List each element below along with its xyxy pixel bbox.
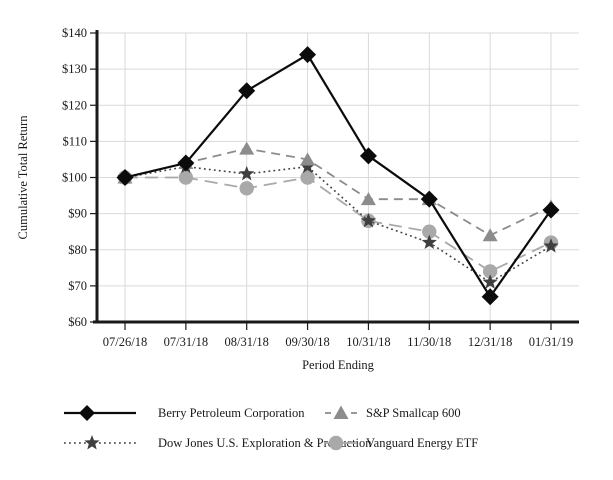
performance-chart-plot: $140 $130 $120 $110 $100 $90 $80 $70 $60 07/26/18… bbox=[16, 26, 579, 372]
data-point-diamond bbox=[177, 154, 195, 172]
series-line-3 bbox=[125, 176, 552, 273]
data-point-diamond bbox=[238, 82, 256, 100]
y-axis-title: Cumulative Total Return bbox=[16, 115, 30, 240]
legend-item-sp-smallcap-600: S&P Smallcap 600 bbox=[325, 403, 461, 423]
x-tick-label: 01/31/19 bbox=[529, 335, 573, 349]
data-point-circle bbox=[300, 170, 315, 185]
data-point-circle bbox=[178, 170, 194, 185]
y-tick-label: $60 bbox=[68, 315, 87, 329]
data-point-star bbox=[543, 238, 559, 253]
data-point-diamond bbox=[359, 147, 377, 165]
x-tick-label: 08/31/18 bbox=[224, 335, 268, 349]
data-point-triangle bbox=[482, 228, 498, 242]
legend-label: S&P Smallcap 600 bbox=[366, 405, 461, 420]
data-point-star bbox=[239, 165, 255, 181]
data-point-diamond bbox=[299, 46, 317, 64]
y-tick-label: $110 bbox=[62, 134, 87, 148]
legend-label: Dow Jones U.S. Exploration & Production bbox=[158, 435, 372, 450]
data-point-triangle bbox=[300, 152, 316, 166]
series-line-0 bbox=[124, 53, 552, 299]
x-tick-label: 09/30/18 bbox=[285, 335, 329, 349]
legend-item-dow-jones-exploration: Dow Jones U.S. Exploration & Production bbox=[63, 433, 372, 453]
x-tick-label: 12/31/18 bbox=[468, 335, 512, 349]
data-point-star bbox=[421, 234, 437, 249]
performance-chart: $140 $130 $120 $110 $100 $90 $80 $70 $60 07/26/18… bbox=[16, 26, 579, 372]
y-tick-label: $90 bbox=[68, 207, 87, 221]
x-tick-label: 11/30/18 bbox=[407, 335, 451, 349]
x-axis-title: Period Ending bbox=[302, 358, 375, 372]
series-line-1 bbox=[124, 147, 552, 237]
data-point-diamond bbox=[420, 190, 438, 208]
legend-item-vanguard-energy-etf: Vanguard Energy ETF bbox=[325, 433, 478, 453]
data-point-triangle bbox=[360, 192, 376, 206]
data-point-star bbox=[299, 158, 316, 174]
y-tick-label: $120 bbox=[62, 98, 87, 112]
circle-marker-icon bbox=[325, 435, 357, 451]
y-tick-label: $80 bbox=[68, 243, 87, 257]
star-marker-icon bbox=[64, 435, 136, 450]
series-line-2 bbox=[124, 165, 552, 284]
legend-item-berry-petroleum: Berry Petroleum Corporation bbox=[63, 403, 305, 423]
data-point-diamond bbox=[116, 169, 134, 186]
legend-label: Vanguard Energy ETF bbox=[366, 435, 479, 450]
diamond-marker-icon bbox=[64, 405, 136, 421]
data-point-star bbox=[360, 212, 377, 228]
data-point-triangle bbox=[239, 141, 255, 155]
x-tick-label: 10/31/18 bbox=[346, 335, 390, 349]
data-point-circle bbox=[482, 264, 498, 279]
data-point-diamond bbox=[542, 201, 560, 219]
y-tick-label: $130 bbox=[62, 62, 87, 76]
data-point-diamond bbox=[481, 288, 499, 306]
x-tick-label: 07/31/18 bbox=[164, 335, 208, 349]
x-tick-label: 07/26/18 bbox=[103, 335, 147, 349]
y-tick-label: $100 bbox=[62, 171, 87, 185]
triangle-marker-icon bbox=[325, 405, 357, 419]
legend-label: Berry Petroleum Corporation bbox=[158, 405, 305, 420]
data-point-circle bbox=[239, 181, 254, 196]
data-point-circle bbox=[422, 224, 437, 239]
data-point-star bbox=[482, 274, 498, 289]
y-tick-label: $140 bbox=[62, 26, 87, 40]
y-tick-label: $70 bbox=[68, 279, 87, 293]
